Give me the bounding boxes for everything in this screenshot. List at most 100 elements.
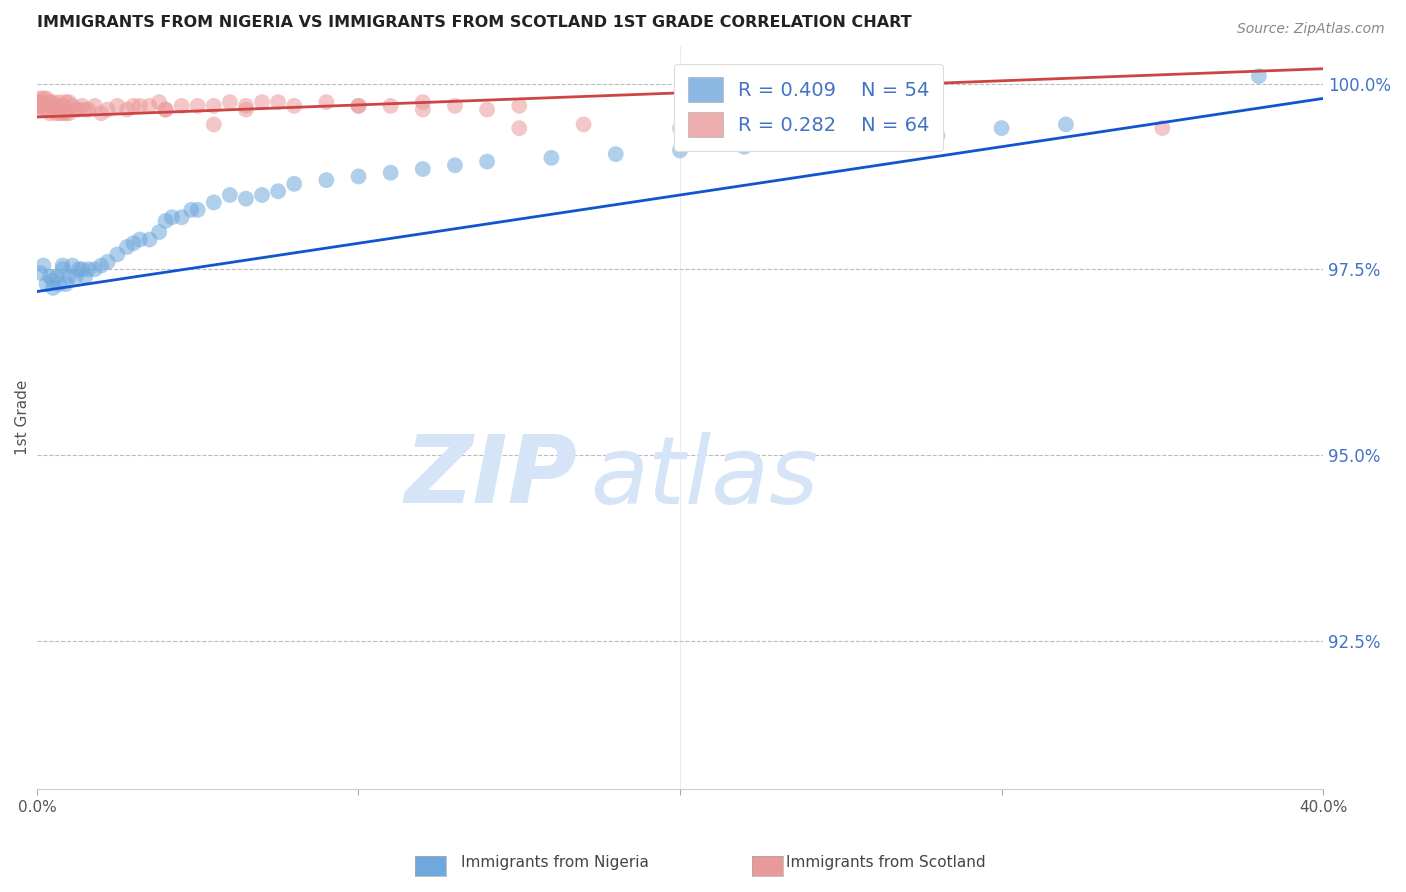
Point bbox=[202, 195, 225, 210]
Y-axis label: 1st Grade: 1st Grade bbox=[15, 380, 30, 456]
Point bbox=[347, 99, 370, 113]
Point bbox=[60, 259, 83, 273]
Point bbox=[30, 91, 52, 105]
Point bbox=[58, 269, 80, 284]
Point bbox=[508, 121, 530, 136]
Point bbox=[990, 121, 1012, 136]
Point bbox=[67, 103, 90, 117]
Text: Source: ZipAtlas.com: Source: ZipAtlas.com bbox=[1237, 22, 1385, 37]
Point bbox=[25, 99, 48, 113]
Point bbox=[30, 99, 52, 113]
Point bbox=[1152, 121, 1174, 136]
Point bbox=[412, 161, 434, 176]
Point bbox=[30, 95, 52, 110]
Point bbox=[508, 99, 530, 113]
Point bbox=[540, 151, 562, 165]
Point bbox=[605, 147, 627, 161]
Point bbox=[75, 103, 97, 117]
Point bbox=[315, 173, 337, 187]
Point bbox=[412, 103, 434, 117]
Point bbox=[235, 99, 257, 113]
Point bbox=[250, 95, 273, 110]
Point bbox=[283, 99, 305, 113]
Point bbox=[412, 95, 434, 110]
Point bbox=[52, 106, 75, 120]
Text: ZIP: ZIP bbox=[405, 431, 576, 524]
Point bbox=[444, 99, 467, 113]
Point bbox=[235, 192, 257, 206]
Point bbox=[83, 99, 105, 113]
Point bbox=[75, 269, 97, 284]
Point bbox=[927, 128, 949, 143]
Point bbox=[97, 103, 120, 117]
Point bbox=[170, 99, 193, 113]
Point bbox=[475, 103, 498, 117]
Point bbox=[218, 95, 240, 110]
Point bbox=[138, 99, 160, 113]
Point bbox=[58, 106, 80, 120]
Point bbox=[35, 91, 58, 105]
Point bbox=[115, 240, 138, 254]
Point bbox=[77, 103, 100, 117]
Point bbox=[83, 262, 105, 277]
Point bbox=[347, 99, 370, 113]
Text: atlas: atlas bbox=[591, 432, 818, 523]
Point bbox=[90, 106, 112, 120]
Point bbox=[42, 273, 65, 287]
Point bbox=[1247, 69, 1270, 83]
Point bbox=[42, 281, 65, 295]
Point bbox=[155, 103, 177, 117]
Point bbox=[105, 99, 128, 113]
Point bbox=[55, 95, 77, 110]
Point bbox=[25, 103, 48, 117]
Point bbox=[55, 106, 77, 120]
Text: Immigrants from Scotland: Immigrants from Scotland bbox=[786, 855, 986, 870]
Point bbox=[380, 99, 402, 113]
Point bbox=[444, 158, 467, 172]
Point bbox=[35, 103, 58, 117]
Point bbox=[170, 211, 193, 225]
Point bbox=[180, 202, 202, 217]
Point bbox=[45, 106, 67, 120]
Point bbox=[30, 266, 52, 280]
Point bbox=[267, 95, 290, 110]
Point bbox=[67, 262, 90, 277]
Point bbox=[60, 99, 83, 113]
Point bbox=[48, 106, 70, 120]
Point bbox=[187, 99, 209, 113]
Point bbox=[347, 169, 370, 184]
Point bbox=[42, 95, 65, 110]
Point bbox=[202, 117, 225, 131]
Point bbox=[105, 247, 128, 261]
Text: Immigrants from Nigeria: Immigrants from Nigeria bbox=[461, 855, 650, 870]
Point bbox=[160, 211, 183, 225]
Legend: R = 0.409    N = 54, R = 0.282    N = 64: R = 0.409 N = 54, R = 0.282 N = 64 bbox=[673, 63, 943, 151]
Point bbox=[38, 95, 60, 110]
Point bbox=[70, 262, 93, 277]
Point bbox=[77, 262, 100, 277]
Point bbox=[25, 95, 48, 110]
Point bbox=[283, 177, 305, 191]
Point bbox=[52, 262, 75, 277]
Point bbox=[187, 202, 209, 217]
Point bbox=[155, 103, 177, 117]
Point bbox=[267, 184, 290, 198]
Point bbox=[733, 139, 755, 153]
Point bbox=[32, 259, 55, 273]
Point bbox=[148, 225, 170, 239]
Point bbox=[148, 95, 170, 110]
Point bbox=[32, 91, 55, 105]
Point bbox=[128, 233, 150, 247]
Point bbox=[97, 255, 120, 269]
Point bbox=[797, 136, 820, 150]
Point bbox=[35, 277, 58, 292]
Point bbox=[235, 103, 257, 117]
Point bbox=[862, 132, 884, 146]
Point bbox=[45, 99, 67, 113]
Point bbox=[128, 99, 150, 113]
Point bbox=[138, 233, 160, 247]
Point bbox=[38, 269, 60, 284]
Point bbox=[42, 103, 65, 117]
Point bbox=[1054, 117, 1077, 131]
Point bbox=[218, 188, 240, 202]
